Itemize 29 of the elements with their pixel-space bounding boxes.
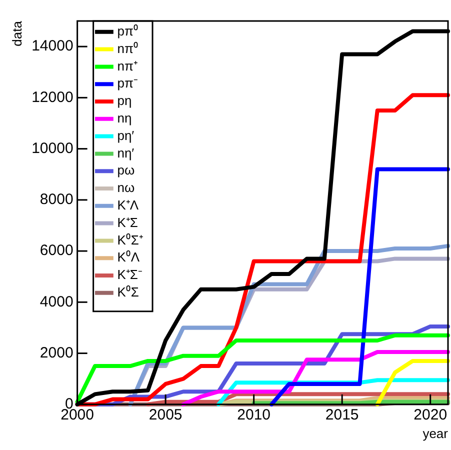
- y-tick-label: 4000: [40, 293, 74, 310]
- legend-label: nπ⁺: [117, 58, 138, 74]
- legend-label: K⁺Λ: [117, 197, 139, 212]
- legend-label: nη: [117, 110, 132, 126]
- y-tick-label: 2000: [40, 344, 74, 362]
- y-tick-label: 14000: [32, 38, 74, 55]
- legend-label: pπ⁻: [117, 76, 138, 91]
- y-tick-label: 6000: [40, 242, 74, 260]
- legend-label: nω: [117, 180, 135, 196]
- legend-label: pπ⁰: [117, 23, 138, 38]
- legend-label: pη′: [117, 128, 135, 143]
- x-tick-label: 2010: [237, 406, 271, 424]
- x-tick-label: 2005: [148, 406, 182, 424]
- legend-label: pη: [117, 93, 132, 108]
- legend-label: K⁰Σ⁺: [117, 232, 143, 248]
- legend-label: K⁺Σ⁻: [117, 267, 142, 282]
- legend-label: nπ⁰: [117, 40, 138, 56]
- legend-label: pω: [117, 162, 135, 178]
- legend-label: K⁰Λ: [117, 250, 140, 265]
- x-tick-label: 2020: [414, 406, 448, 424]
- y-tick-label: 10000: [32, 140, 74, 157]
- y-tick-label: 8000: [40, 191, 74, 208]
- x-tick-label: 2015: [325, 406, 359, 424]
- x-axis-title: year: [422, 426, 449, 441]
- legend-label: K⁰Σ: [117, 284, 139, 300]
- legend-label: K⁺Σ: [117, 214, 138, 230]
- legend-label: nη′: [117, 145, 135, 160]
- y-axis-title: data: [9, 20, 24, 46]
- y-tick-label: 12000: [32, 88, 74, 106]
